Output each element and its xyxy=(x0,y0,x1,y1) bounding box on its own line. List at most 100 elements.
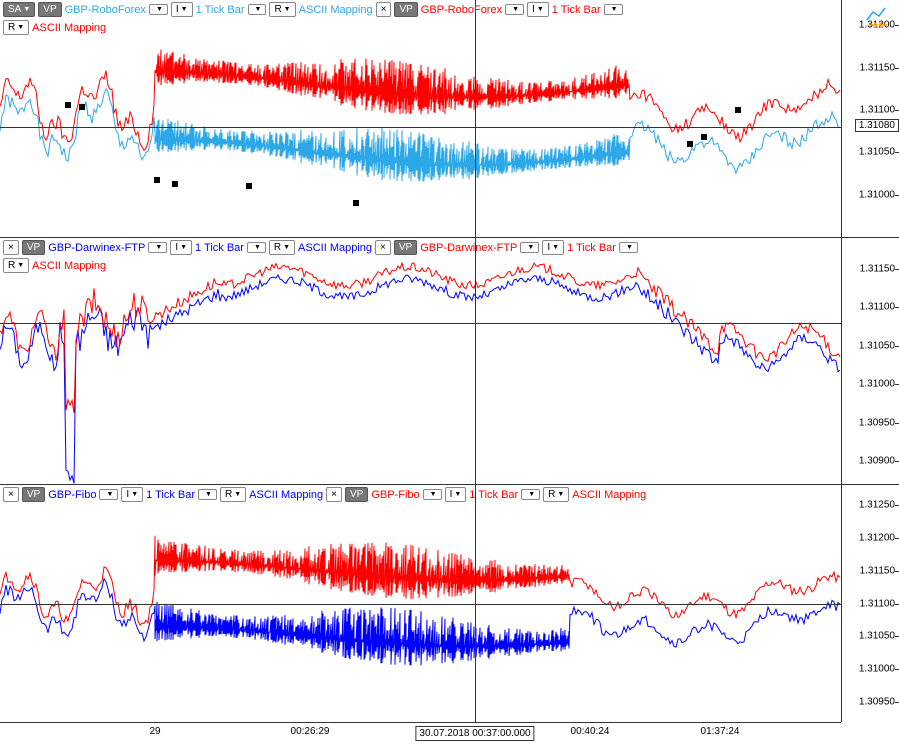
toolbar-button[interactable]: ▼ xyxy=(619,242,638,253)
toolbar-button[interactable]: I▼ xyxy=(121,487,143,502)
crosshair-vertical xyxy=(475,238,476,484)
series-label: GBP-RoboForex xyxy=(421,4,502,16)
x-tick-label: 29 xyxy=(149,726,160,737)
toolbar-button[interactable]: ▼ xyxy=(149,4,168,15)
chart-panel-0: SA▼VPGBP-RoboForex▼I▼1 Tick Bar▼R▼ASCII … xyxy=(0,0,899,237)
toolbar-button[interactable]: VP xyxy=(22,240,45,255)
y-tick-label: 1.31100 xyxy=(860,598,895,609)
toolbar-button[interactable]: ▼ xyxy=(505,4,524,15)
toolbar-button[interactable]: VP xyxy=(22,487,45,502)
toolbar-button[interactable]: ▼ xyxy=(521,489,540,500)
toolbar-button[interactable]: ▼ xyxy=(99,489,118,500)
toolbar-button[interactable]: VP xyxy=(38,2,61,17)
x-tick-label: 00:40:24 xyxy=(571,726,610,737)
y-axis: 1.310001.310501.311001.311501.312001.310… xyxy=(841,0,899,237)
toolbar-button[interactable]: ▼ xyxy=(520,242,539,253)
toolbar-button[interactable]: I▼ xyxy=(445,487,467,502)
price-series xyxy=(0,536,840,625)
toolbar-button[interactable]: R▼ xyxy=(3,258,29,273)
series-label: GBP-RoboForex xyxy=(65,4,146,16)
y-tick-label: 1.31050 xyxy=(859,631,895,642)
x-tick-label: 00:26:29 xyxy=(291,726,330,737)
series-label: ASCII Mapping xyxy=(249,489,323,501)
x-tick-label: 30.07.2018 00:37:00.000 xyxy=(415,726,534,741)
toolbar-button[interactable]: ▼ xyxy=(604,4,623,15)
toolbar-button[interactable]: I▼ xyxy=(542,240,564,255)
crosshair-horizontal xyxy=(0,323,841,324)
price-series xyxy=(0,263,840,413)
y-tick-label: 1.31000 xyxy=(859,664,895,675)
y-tick-label: 1.31150 xyxy=(860,62,895,73)
toolbar-button[interactable]: × xyxy=(375,240,391,255)
toolbar-button[interactable]: I▼ xyxy=(170,240,192,255)
series-label: ASCII Mapping xyxy=(298,242,372,254)
y-tick-label: 1.31200 xyxy=(859,532,895,543)
x-tick-label: 01:37:24 xyxy=(701,726,740,737)
price-series xyxy=(0,50,840,151)
toolbar-button[interactable]: ▼ xyxy=(198,489,217,500)
panel-header-row: SA▼VPGBP-RoboForex▼I▼1 Tick Bar▼R▼ASCII … xyxy=(0,0,626,19)
toolbar-button[interactable]: R▼ xyxy=(269,2,295,17)
crosshair-price-label: 1.31080 xyxy=(855,119,899,132)
crosshair-horizontal xyxy=(0,604,841,605)
y-tick-label: 1.31100 xyxy=(860,302,895,313)
toolbar-button[interactable]: × xyxy=(3,487,19,502)
y-tick-label: 1.30950 xyxy=(859,697,895,708)
x-axis: 29 00:26:29 30.07.2018 00:37:00.000 00:40:2… xyxy=(0,722,841,744)
series-label: GBP-Darwinex-FTP xyxy=(48,242,145,254)
y-axis: 1.309501.310001.310501.311001.311501.312… xyxy=(841,485,899,722)
chart-svg xyxy=(0,238,841,484)
toolbar-button[interactable]: VP xyxy=(345,487,368,502)
toolbar-button[interactable]: I▼ xyxy=(171,2,193,17)
toolbar-button[interactable]: R▼ xyxy=(3,20,29,35)
toolbar-button[interactable]: ▼ xyxy=(423,489,442,500)
series-label: 1 Tick Bar xyxy=(567,242,616,254)
price-series xyxy=(0,275,840,484)
toolbar-button[interactable]: ▼ xyxy=(247,242,266,253)
series-label: 1 Tick Bar xyxy=(469,489,518,501)
y-tick-label: 1.31050 xyxy=(859,340,895,351)
data-marker xyxy=(701,134,707,140)
series-label: GBP-Fibo xyxy=(48,489,96,501)
toolbar-button[interactable]: × xyxy=(326,487,342,502)
toolbar-button[interactable]: × xyxy=(376,2,392,17)
series-label: GBP-Fibo xyxy=(371,489,419,501)
y-tick-label: 1.31100 xyxy=(860,105,895,116)
toolbar-button[interactable]: VP xyxy=(394,2,417,17)
series-label: GBP-Darwinex-FTP xyxy=(420,242,517,254)
chart-area[interactable]: 1.309001.309501.310001.310501.311001.311… xyxy=(0,238,899,484)
toolbar-button[interactable]: I▼ xyxy=(527,2,549,17)
toolbar-button[interactable]: ▼ xyxy=(148,242,167,253)
y-tick-label: 1.30900 xyxy=(859,455,895,466)
series-label: ASCII Mapping xyxy=(299,4,373,16)
panel-header-row: ×VPGBP-Darwinex-FTP▼I▼1 Tick Bar▼R▼ASCII… xyxy=(0,238,641,257)
toolbar-button[interactable]: R▼ xyxy=(269,240,295,255)
series-label: 1 Tick Bar xyxy=(552,4,601,16)
data-marker xyxy=(172,181,178,187)
y-tick-label: 1.31000 xyxy=(859,189,895,200)
panel-header-row: R▼ASCII Mapping xyxy=(0,256,109,275)
toolbar-button[interactable]: R▼ xyxy=(220,487,246,502)
series-label: ASCII Mapping xyxy=(32,260,106,272)
toolbar-button[interactable]: ▼ xyxy=(248,4,267,15)
series-label: 1 Tick Bar xyxy=(146,489,195,501)
series-label: 1 Tick Bar xyxy=(195,242,244,254)
crosshair-horizontal xyxy=(0,127,841,128)
y-tick-label: 1.31050 xyxy=(859,147,895,158)
chart-svg xyxy=(0,0,841,237)
data-marker xyxy=(65,102,71,108)
chart-area[interactable]: 1.310001.310501.311001.311501.312001.310… xyxy=(0,0,899,237)
panel-header-row: R▼ASCII Mapping xyxy=(0,18,109,37)
data-marker xyxy=(154,177,160,183)
crosshair-vertical xyxy=(475,0,476,237)
chart-area[interactable]: 1.309501.310001.310501.311001.311501.312… xyxy=(0,485,899,722)
panel-header-row: ×VPGBP-Fibo▼I▼1 Tick Bar▼R▼ASCII Mapping… xyxy=(0,485,649,504)
chart-panel-1: ×VPGBP-Darwinex-FTP▼I▼1 Tick Bar▼R▼ASCII… xyxy=(0,237,899,484)
toolbar-button[interactable]: VP xyxy=(394,240,417,255)
toolbar-button[interactable]: R▼ xyxy=(543,487,569,502)
toolbar-button[interactable]: SA▼ xyxy=(3,2,35,17)
chart-tool-icon[interactable] xyxy=(865,6,893,28)
chart-panel-2: ×VPGBP-Fibo▼I▼1 Tick Bar▼R▼ASCII Mapping… xyxy=(0,484,899,722)
data-marker xyxy=(687,141,693,147)
toolbar-button[interactable]: × xyxy=(3,240,19,255)
